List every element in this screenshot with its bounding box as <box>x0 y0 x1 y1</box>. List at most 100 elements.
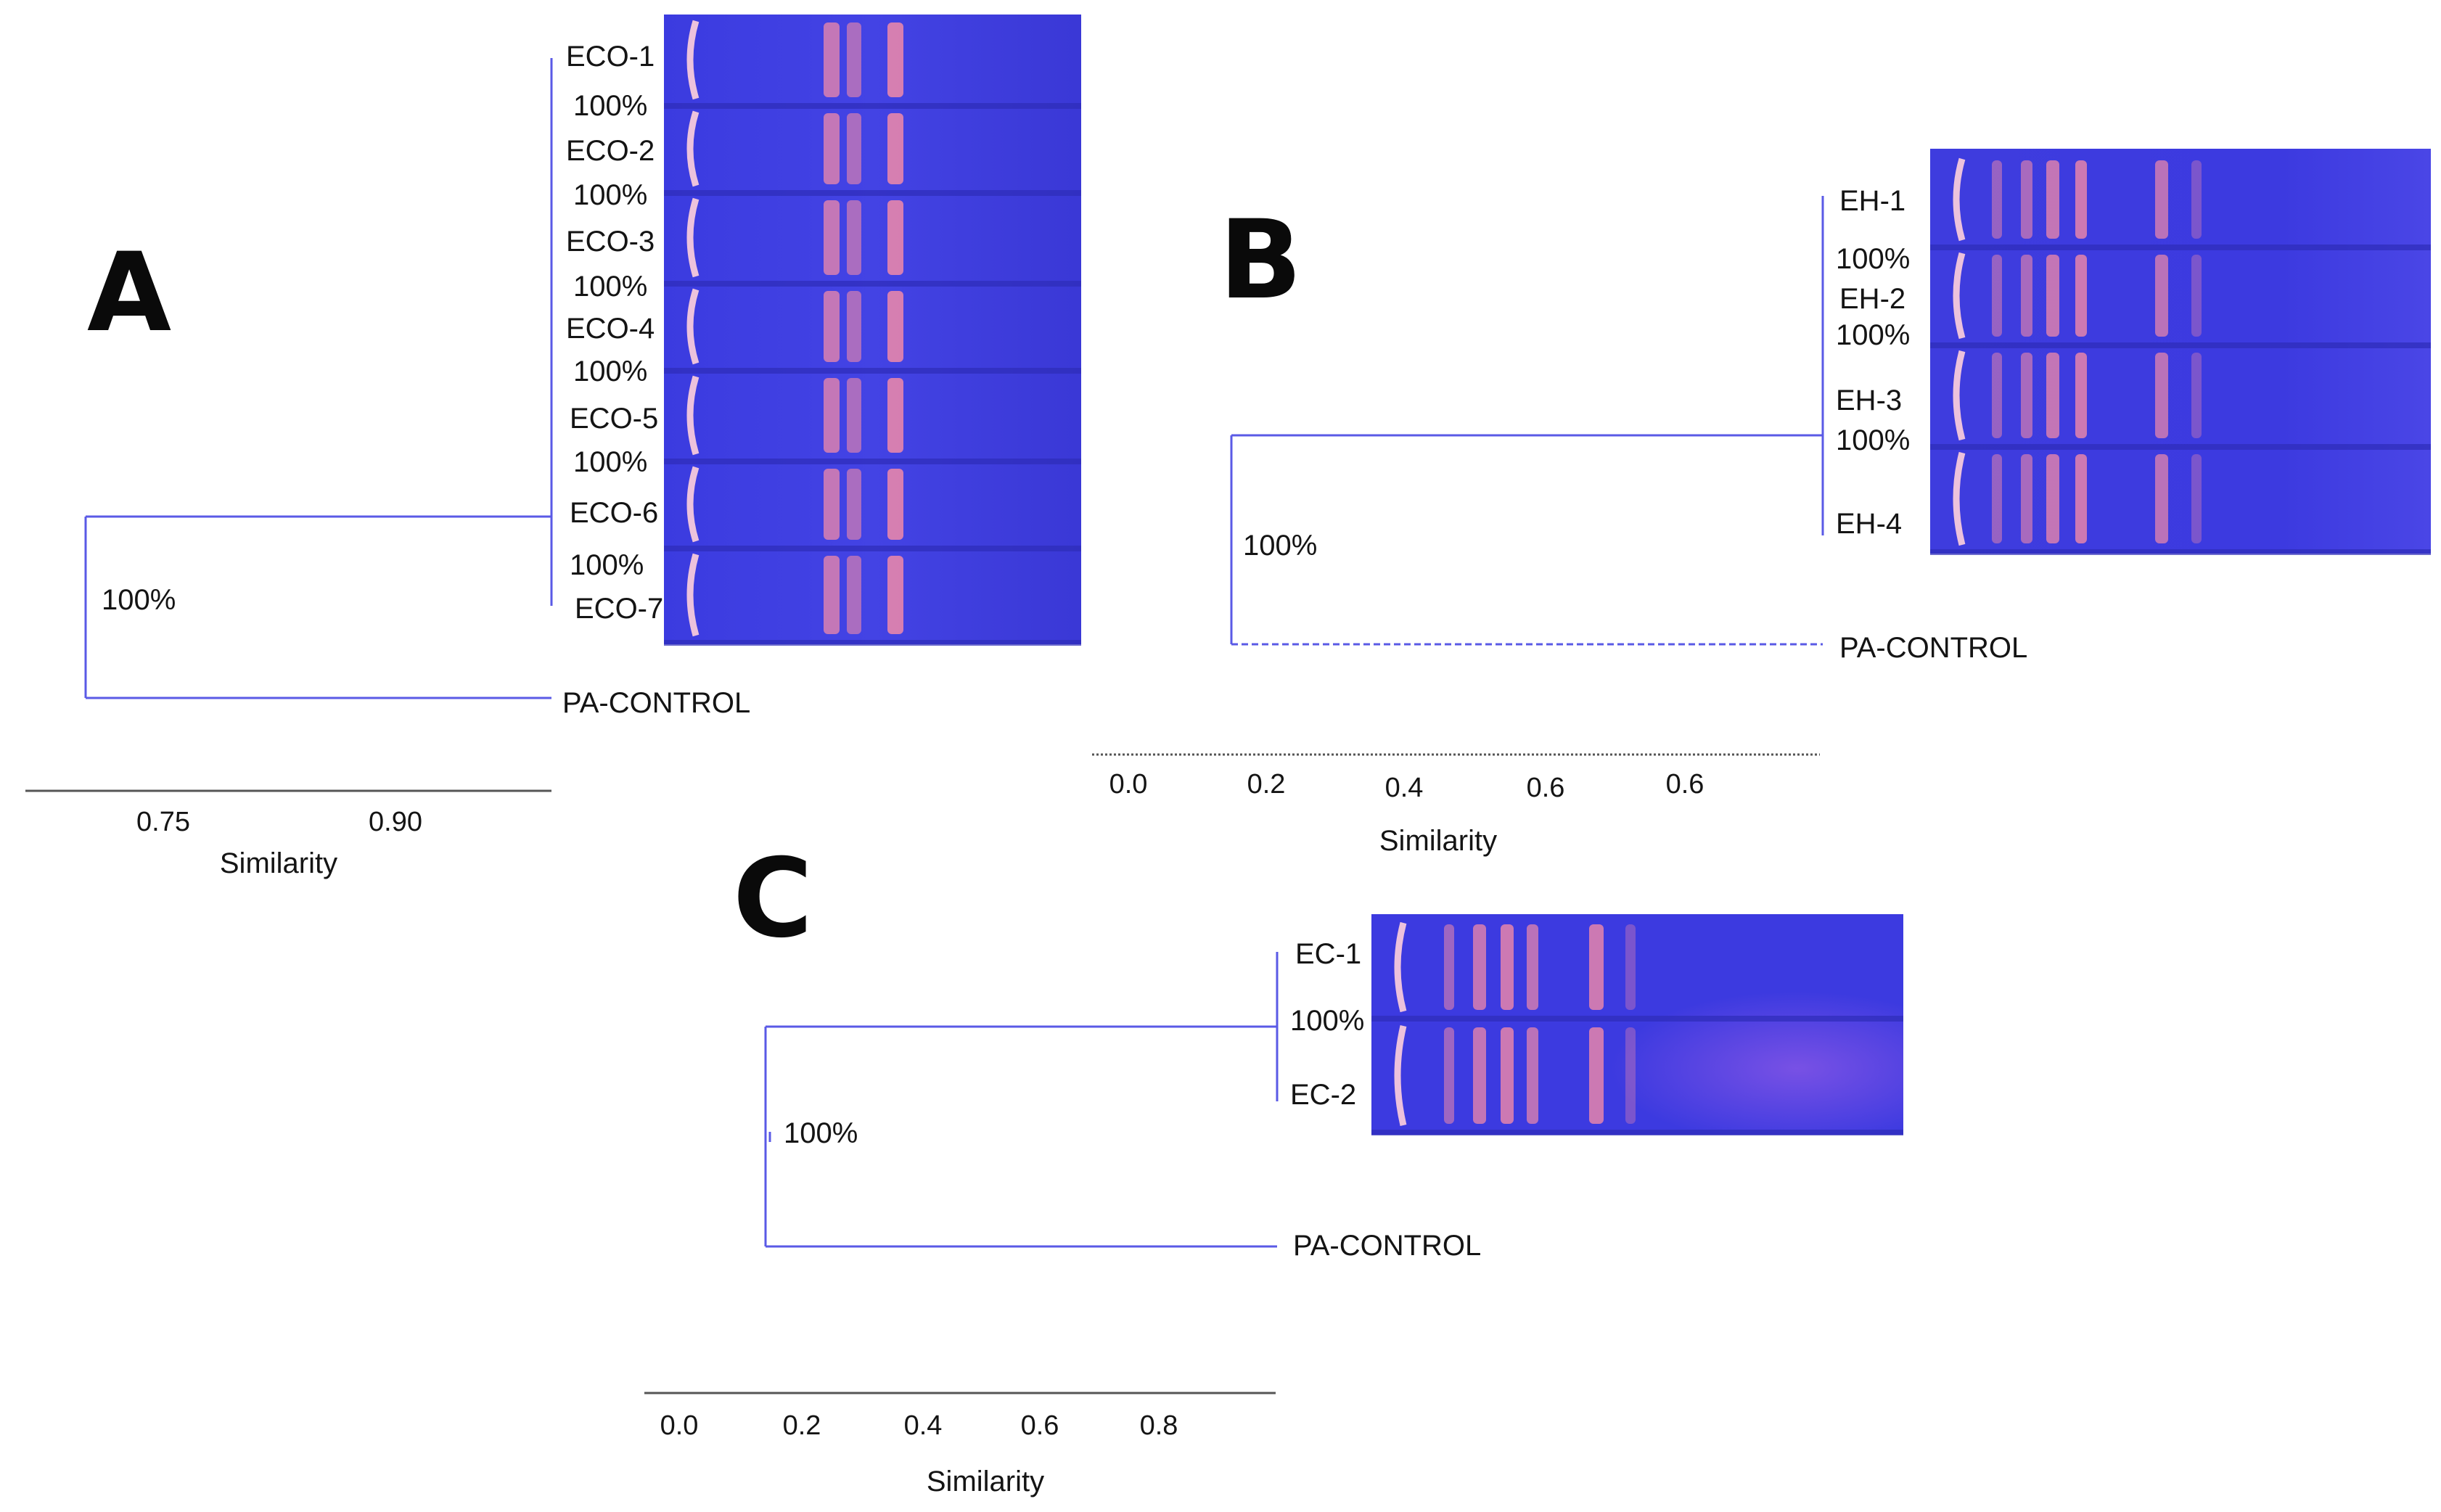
gel-band <box>887 22 903 97</box>
axis-tick-label: 0.4 <box>1385 773 1424 803</box>
lane-divider <box>664 459 1081 464</box>
gel-well <box>1953 252 1966 340</box>
similarity-labels-a: 100% 100% 100% 100% 100% 100% <box>570 90 647 581</box>
similarity-label: 100% <box>570 549 644 581</box>
axis-tick-label: 0.0 <box>660 1410 699 1441</box>
gel-band <box>2021 160 2032 239</box>
gel-well <box>686 20 700 100</box>
isolate-label: ECO-3 <box>566 226 655 258</box>
axis-tick-label: 0.2 <box>1247 769 1286 800</box>
isolate-label: EH-1 <box>1839 185 1905 217</box>
similarity-label: 100% <box>573 179 647 211</box>
root-similarity-a: 100% <box>102 584 176 616</box>
isolate-label: ECO-7 <box>575 593 663 625</box>
gel-band <box>2046 160 2059 239</box>
similarity-label: 100% <box>573 271 647 303</box>
control-label-a: PA-CONTROL <box>562 687 750 719</box>
control-label-c: PA-CONTROL <box>1293 1230 1481 1262</box>
gel-image-b <box>1930 149 2431 555</box>
lane-divider <box>664 190 1081 196</box>
gel-band <box>824 113 840 184</box>
isolate-labels-b: EH-1 EH-2 EH-3 EH-4 <box>1836 185 1905 540</box>
axis-tick-label: 0.4 <box>904 1410 943 1441</box>
lane-divider <box>664 368 1081 374</box>
root-similarity-c: 100% <box>784 1117 858 1149</box>
similarity-axis-a: 0.75 0.90 Similarity <box>25 789 551 879</box>
similarity-label: 100% <box>1836 319 1910 351</box>
gel-band <box>1992 454 2002 543</box>
axis-tick-label: 0.75 <box>136 807 190 837</box>
axis-tick-label: 0.6 <box>1021 1410 1059 1441</box>
isolate-labels-c: EC-1 EC-2 <box>1290 938 1361 1111</box>
dendrogram-a <box>84 58 553 699</box>
axis-tick-label: 0.90 <box>369 807 422 837</box>
gel-well <box>1953 350 1966 441</box>
dendrogram-c <box>764 952 1279 1248</box>
lane-divider <box>1930 245 2431 250</box>
gel-band <box>847 113 861 184</box>
similarity-labels-b: 100% 100% 100% <box>1836 243 1910 456</box>
isolate-label: EC-2 <box>1290 1079 1356 1111</box>
gel-well <box>686 288 700 365</box>
isolate-label: ECO-4 <box>566 313 655 345</box>
gel-band <box>2191 160 2202 239</box>
gel-band <box>887 469 903 540</box>
gel-band <box>1992 160 2002 239</box>
gel-band <box>887 378 903 453</box>
gel-band <box>887 113 903 184</box>
gel-band <box>2191 255 2202 337</box>
axis-title: Similarity <box>1379 825 1497 857</box>
gel-band <box>1501 924 1514 1010</box>
lane-divider <box>1930 342 2431 348</box>
root-similarity-b: 100% <box>1243 530 1317 562</box>
control-label-b: PA-CONTROL <box>1839 632 2027 664</box>
gel-band <box>1589 924 1604 1010</box>
gel-well <box>686 553 700 637</box>
gel-band <box>2021 454 2032 543</box>
gel-image-c <box>1371 914 1903 1135</box>
gel-band <box>1444 1027 1454 1124</box>
gel-band <box>847 378 861 453</box>
gel-band <box>2155 160 2168 239</box>
gel-band <box>2075 255 2087 337</box>
gel-band <box>2046 353 2059 438</box>
axis-tick-label: 0.8 <box>1140 1410 1178 1441</box>
gel-band <box>1625 1027 1636 1124</box>
gel-band <box>847 22 861 97</box>
lane-divider <box>1930 444 2431 450</box>
similarity-axis-c: 0.0 0.2 0.4 0.6 0.8 Similarity <box>644 1392 1276 1497</box>
gel-band <box>1473 924 1486 1010</box>
lane-divider <box>664 640 1081 646</box>
gel-band <box>847 200 861 275</box>
gel-well <box>1394 1024 1407 1127</box>
similarity-label: 100% <box>573 446 647 478</box>
gel-band <box>887 200 903 275</box>
gel-band <box>1527 924 1538 1010</box>
gel-band <box>1527 1027 1538 1124</box>
panel-b-letter: B <box>1219 197 1302 324</box>
gel-well <box>1953 157 1966 242</box>
gel-band <box>2075 454 2087 543</box>
gel-image-a <box>664 15 1081 646</box>
gel-band <box>824 291 840 362</box>
gel-band <box>887 291 903 362</box>
gel-band <box>2046 454 2059 543</box>
panel-c: C EC-1 EC-2 100% 100% PA-CONTROL 0.0 0.2… <box>644 836 1903 1497</box>
lane-divider <box>664 281 1081 287</box>
gel-band <box>824 22 840 97</box>
panel-a: A ECO-1 ECO-2 ECO-3 ECO-4 ECO-5 ECO-6 EC… <box>25 15 1081 879</box>
isolate-label: EH-2 <box>1839 283 1905 315</box>
axis-title: Similarity <box>927 1466 1044 1497</box>
gel-well <box>686 375 700 456</box>
isolate-label: ECO-5 <box>570 403 658 435</box>
isolate-label: ECO-2 <box>566 135 655 167</box>
gel-band <box>2155 255 2168 337</box>
gel-band <box>847 556 861 634</box>
gel-well <box>686 466 700 543</box>
gel-well <box>1394 921 1407 1013</box>
isolate-label: EH-3 <box>1836 385 1902 416</box>
gel-band <box>1444 924 1454 1010</box>
similarity-label: 100% <box>1290 1005 1364 1037</box>
similarity-label: 100% <box>1836 424 1910 456</box>
